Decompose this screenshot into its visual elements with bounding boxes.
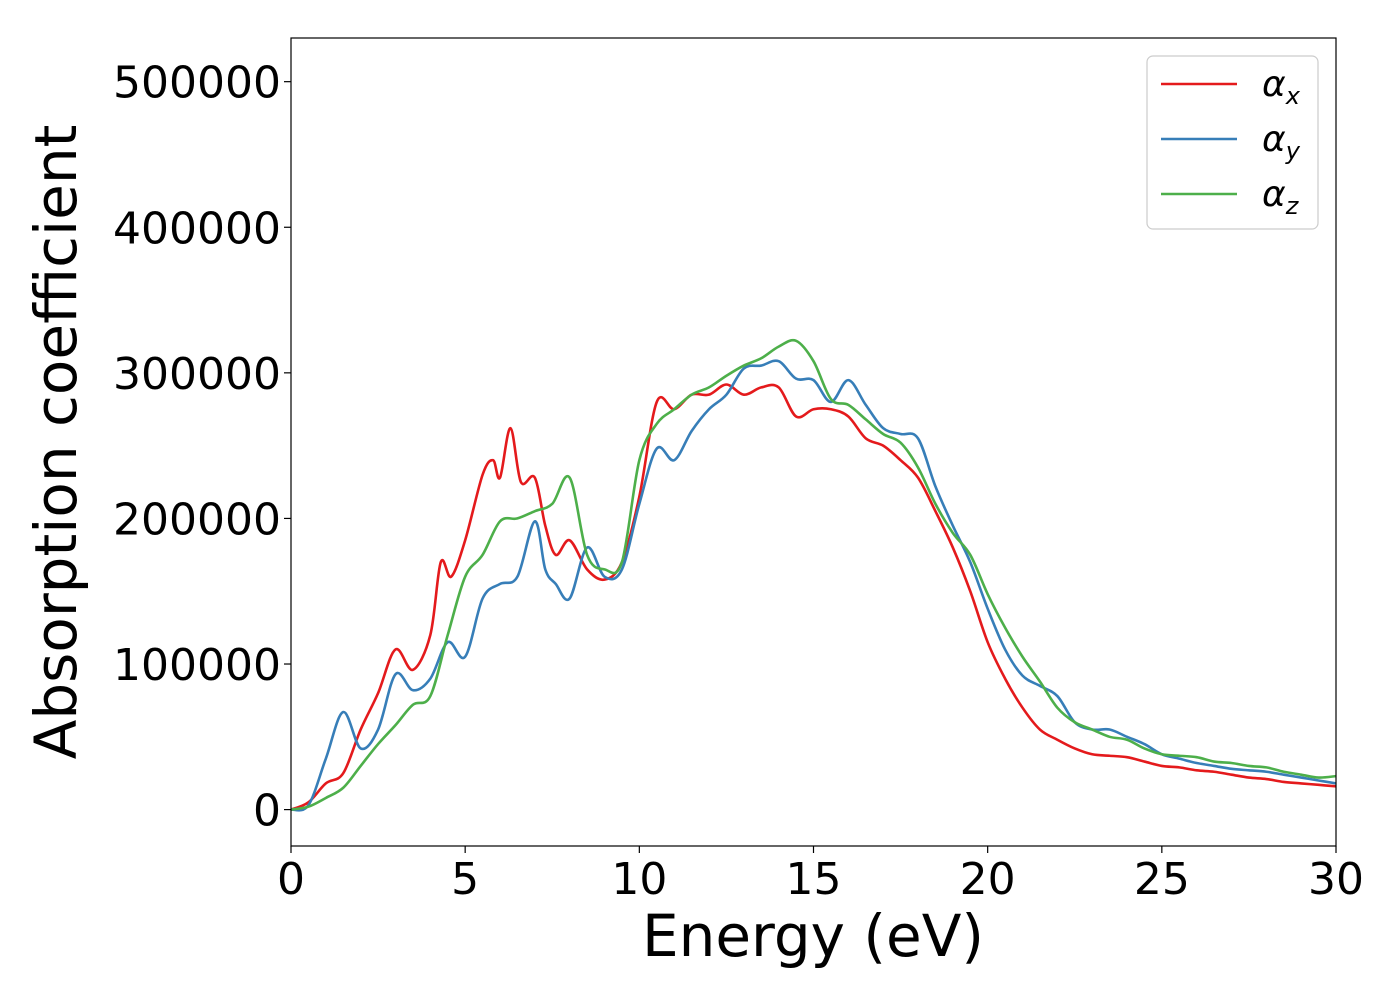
legend-label-y: αy [1262, 119, 1301, 165]
legend-label-z: αz [1262, 174, 1300, 220]
x-tick-label: 15 [786, 854, 842, 905]
series-line-z [290, 338, 1337, 811]
legend-label-main: α [1262, 119, 1286, 160]
legend-label-main: α [1262, 174, 1286, 215]
y-tick-label: 0 [253, 786, 281, 837]
legend-box [1146, 55, 1319, 230]
y-tick-label: 400000 [113, 203, 281, 254]
legend-label-sub: z [1285, 192, 1300, 220]
y-tick-label: 200000 [113, 494, 281, 545]
legend-label-main: α [1262, 64, 1286, 105]
y-axis-title: Absorption coefficient [22, 125, 90, 760]
legend-label-sub: y [1285, 137, 1301, 165]
y-tick-label: 300000 [113, 349, 281, 400]
y-tick-label: 100000 [113, 640, 281, 691]
y-axis: 0 100000 200000 300000 400000 500000 [113, 58, 291, 837]
x-tick-label: 20 [960, 854, 1016, 905]
series-line-x [290, 383, 1337, 811]
x-tick-label: 30 [1308, 854, 1364, 905]
x-tick-label: 5 [451, 854, 479, 905]
x-tick-label: 0 [277, 854, 305, 905]
x-tick-label: 10 [611, 854, 667, 905]
legend-label-sub: x [1285, 82, 1301, 110]
x-axis-title: Energy (eV) [642, 902, 984, 970]
x-axis: 0 5 10 15 20 25 30 [277, 846, 1364, 905]
x-tick-label: 25 [1134, 854, 1190, 905]
legend-label-x: αx [1262, 64, 1301, 110]
series-layer [290, 338, 1337, 812]
y-tick-label: 500000 [113, 58, 281, 109]
